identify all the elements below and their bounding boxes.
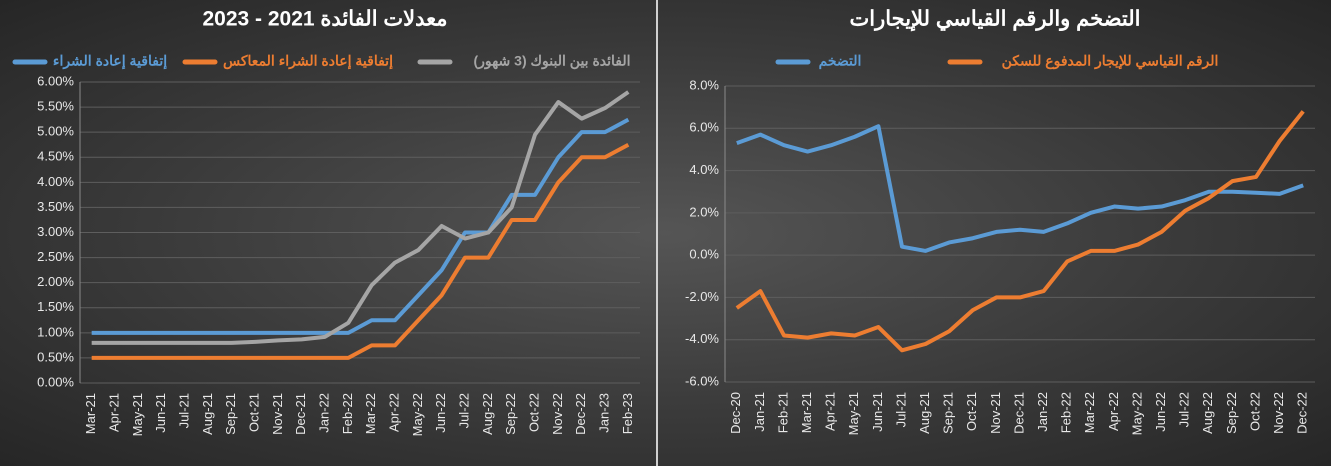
series-line: [735, 110, 1305, 353]
x-tick-label: Nov-22: [550, 393, 565, 435]
x-tick-label: Jan-21: [752, 392, 767, 432]
x-tick-label: Dec-21: [1011, 392, 1026, 434]
series-line: [91, 142, 630, 360]
x-tick-label: Sep-21: [223, 393, 238, 435]
y-tick-label: 6.0%: [689, 120, 719, 135]
x-tick-label: Jan-22: [1035, 392, 1050, 432]
series-line: [91, 117, 630, 335]
y-tick-label: 0.50%: [37, 349, 74, 364]
x-tick-label: Nov-21: [988, 392, 1003, 434]
legend-label: الرقم القياسي للإيجار المدفوع للسكن: [1002, 53, 1219, 71]
x-tick-label: Aug-21: [200, 393, 215, 435]
x-tick-label: Nov-22: [1271, 392, 1286, 434]
x-tick-label: Jul-22: [1177, 392, 1192, 427]
x-tick-label: Sep-21: [941, 392, 956, 434]
x-tick-label: Mar-22: [1082, 392, 1097, 433]
x-tick-label: May-22: [1129, 392, 1144, 435]
x-tick-label: Mar-21: [799, 392, 814, 433]
x-tick-label: Jan-22: [316, 393, 331, 433]
x-tick-label: Jun-21: [153, 393, 168, 433]
x-tick-label: Nov-21: [270, 393, 285, 435]
x-tick-label: Jun-22: [433, 393, 448, 433]
chart-title: معدلات الفائدة 2021 - 2023: [202, 8, 447, 31]
legend-label: الفائدة بين البنوك (3 شهور): [473, 53, 630, 70]
x-tick-label: Mar-22: [363, 393, 378, 434]
x-tick-label: May-21: [130, 393, 145, 436]
x-tick-label: Feb-22: [340, 393, 355, 434]
x-tick-label: Oct-22: [1247, 392, 1262, 431]
x-tick-label: May-22: [410, 393, 425, 436]
x-tick-label: Aug-22: [480, 393, 495, 435]
x-tick-label: Oct-22: [526, 393, 541, 432]
x-tick-label: Jun-22: [1153, 392, 1168, 432]
x-tick-label: Dec-21: [293, 393, 308, 435]
legend-label: إتفاقية إعادة الشراء المعاكس: [223, 53, 393, 71]
y-tick-label: -4.0%: [685, 331, 719, 346]
y-tick-label: 0.0%: [689, 247, 719, 262]
x-tick-label: Sep-22: [503, 393, 518, 435]
x-tick-label: Aug-22: [1200, 392, 1215, 434]
y-tick-label: 2.50%: [37, 249, 74, 264]
x-tick-label: Sep-22: [1224, 392, 1239, 434]
x-tick-label: Feb-22: [1059, 392, 1074, 433]
x-tick-label: Jul-22: [456, 393, 471, 428]
y-tick-label: 4.50%: [37, 149, 74, 164]
y-tick-label: 5.50%: [37, 99, 74, 114]
x-tick-label: Jan-23: [596, 393, 611, 433]
x-tick-label: Jun-21: [870, 392, 885, 432]
x-tick-label: Apr-21: [106, 393, 121, 432]
x-tick-label: May-21: [846, 392, 861, 435]
x-tick-label: Dec-20: [728, 392, 743, 434]
x-tick-label: Jul-21: [893, 392, 908, 427]
y-tick-label: 2.00%: [37, 274, 74, 289]
legend-label: إتفاقية إعادة الشراء: [53, 53, 167, 71]
y-tick-label: 2.0%: [689, 204, 719, 219]
y-tick-label: 1.50%: [37, 299, 74, 314]
series-line: [736, 124, 1304, 253]
chart-title: التضخم والرقم القياسي للإيجارات: [850, 8, 1141, 32]
legend-label: التضخم: [819, 53, 862, 70]
y-tick-label: 4.00%: [37, 174, 74, 189]
series-line: [91, 90, 630, 345]
x-tick-label: Oct-21: [964, 392, 979, 431]
x-tick-label: Dec-22: [1295, 392, 1310, 434]
x-tick-label: Aug-21: [917, 392, 932, 434]
y-tick-label: 3.00%: [37, 224, 74, 239]
x-tick-label: Apr-22: [1106, 392, 1121, 431]
y-tick-label: -6.0%: [685, 373, 719, 388]
y-tick-label: 5.00%: [37, 124, 74, 139]
y-tick-label: 3.50%: [37, 199, 74, 214]
x-tick-label: Feb-23: [620, 393, 635, 434]
y-tick-label: 4.0%: [689, 162, 719, 177]
y-tick-label: -2.0%: [685, 289, 719, 304]
x-tick-label: Jul-21: [176, 393, 191, 428]
x-tick-label: Mar-21: [83, 393, 98, 434]
x-tick-label: Apr-22: [386, 393, 401, 432]
y-tick-label: 6.00%: [37, 73, 74, 88]
x-tick-label: Apr-21: [823, 392, 838, 431]
x-tick-label: Dec-22: [573, 393, 588, 435]
y-tick-label: 8.0%: [689, 77, 719, 92]
y-tick-label: 1.00%: [37, 324, 74, 339]
x-tick-label: Feb-21: [775, 392, 790, 433]
y-tick-label: 0.00%: [37, 374, 74, 389]
x-tick-label: Oct-21: [246, 393, 261, 432]
